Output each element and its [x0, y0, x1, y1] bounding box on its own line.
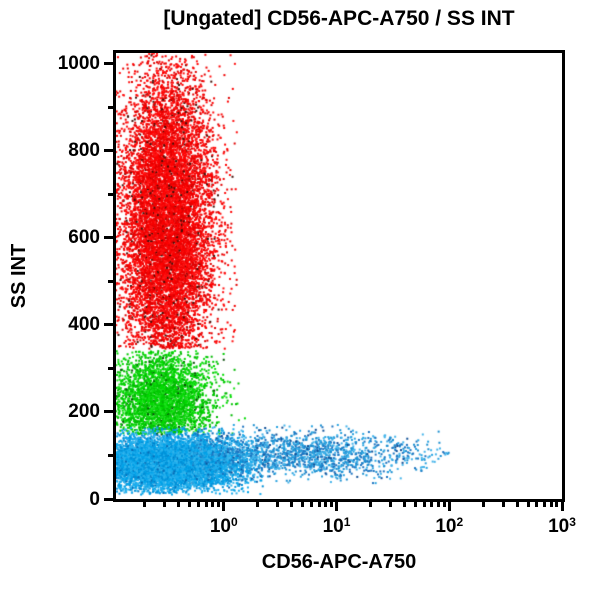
x-minor-tick [143, 502, 147, 507]
x-tick-label: 101 [322, 515, 351, 537]
y-tick-label: 800 [68, 140, 100, 162]
x-tick-label: 103 [548, 515, 576, 537]
x-minor-tick [256, 502, 260, 507]
x-minor-tick [543, 502, 547, 507]
x-minor-tick [413, 502, 417, 507]
x-minor-tick [310, 502, 313, 507]
y-tick-label: 600 [68, 227, 100, 249]
y-tick-label: 0 [89, 488, 100, 510]
y-minor-tick [108, 279, 113, 283]
x-minor-tick [436, 502, 440, 507]
y-major-tick [104, 149, 113, 153]
y-major-tick [104, 410, 113, 414]
y-tick-label: 200 [68, 401, 100, 423]
x-minor-tick [290, 502, 294, 507]
y-tick-label: 1000 [57, 52, 100, 74]
x-minor-tick [211, 502, 215, 507]
x-major-tick [335, 502, 339, 511]
x-minor-tick [368, 502, 372, 507]
x-minor-tick [197, 502, 201, 507]
y-tick-label: 400 [68, 314, 100, 336]
y-minor-tick [108, 453, 113, 457]
x-minor-tick [535, 502, 539, 507]
x-axis-title: CD56-APC-A750 [261, 551, 417, 573]
x-minor-tick [442, 502, 446, 507]
x-minor-tick [430, 502, 434, 507]
scatter-dots-canvas [116, 53, 562, 499]
x-minor-tick [276, 502, 280, 507]
x-minor-tick [549, 502, 553, 507]
x-major-tick [447, 502, 451, 511]
x-major-tick [560, 502, 564, 511]
y-major-tick [104, 497, 113, 501]
x-major-tick [222, 502, 226, 511]
y-minor-tick [108, 105, 113, 109]
x-minor-tick [163, 502, 167, 507]
y-axis-title: SS INT [8, 243, 30, 309]
x-minor-tick [526, 502, 530, 507]
y-major-tick [104, 236, 113, 240]
x-minor-tick [204, 502, 208, 507]
x-minor-tick [555, 502, 559, 507]
x-minor-tick [188, 502, 192, 507]
x-tick-label: 100 [209, 515, 238, 537]
plot-frame [113, 50, 565, 502]
y-major-tick [104, 61, 113, 65]
x-tick-label: 102 [435, 515, 464, 537]
x-minor-tick [402, 502, 406, 507]
y-major-tick [104, 323, 113, 327]
x-minor-tick [324, 502, 328, 507]
plot-title: [Ungated] CD56-APC-A750 / SS INT [163, 7, 515, 30]
x-minor-tick [388, 502, 392, 507]
x-minor-tick [481, 502, 485, 507]
x-minor-tick [317, 502, 321, 507]
x-minor-tick [329, 502, 333, 507]
y-minor-tick [108, 366, 113, 370]
x-minor-tick [177, 502, 181, 507]
x-minor-tick [515, 502, 519, 507]
x-minor-tick [301, 502, 305, 507]
x-minor-tick [422, 502, 426, 507]
y-minor-tick [108, 192, 113, 196]
x-minor-tick [501, 502, 505, 507]
x-minor-tick [217, 502, 221, 507]
